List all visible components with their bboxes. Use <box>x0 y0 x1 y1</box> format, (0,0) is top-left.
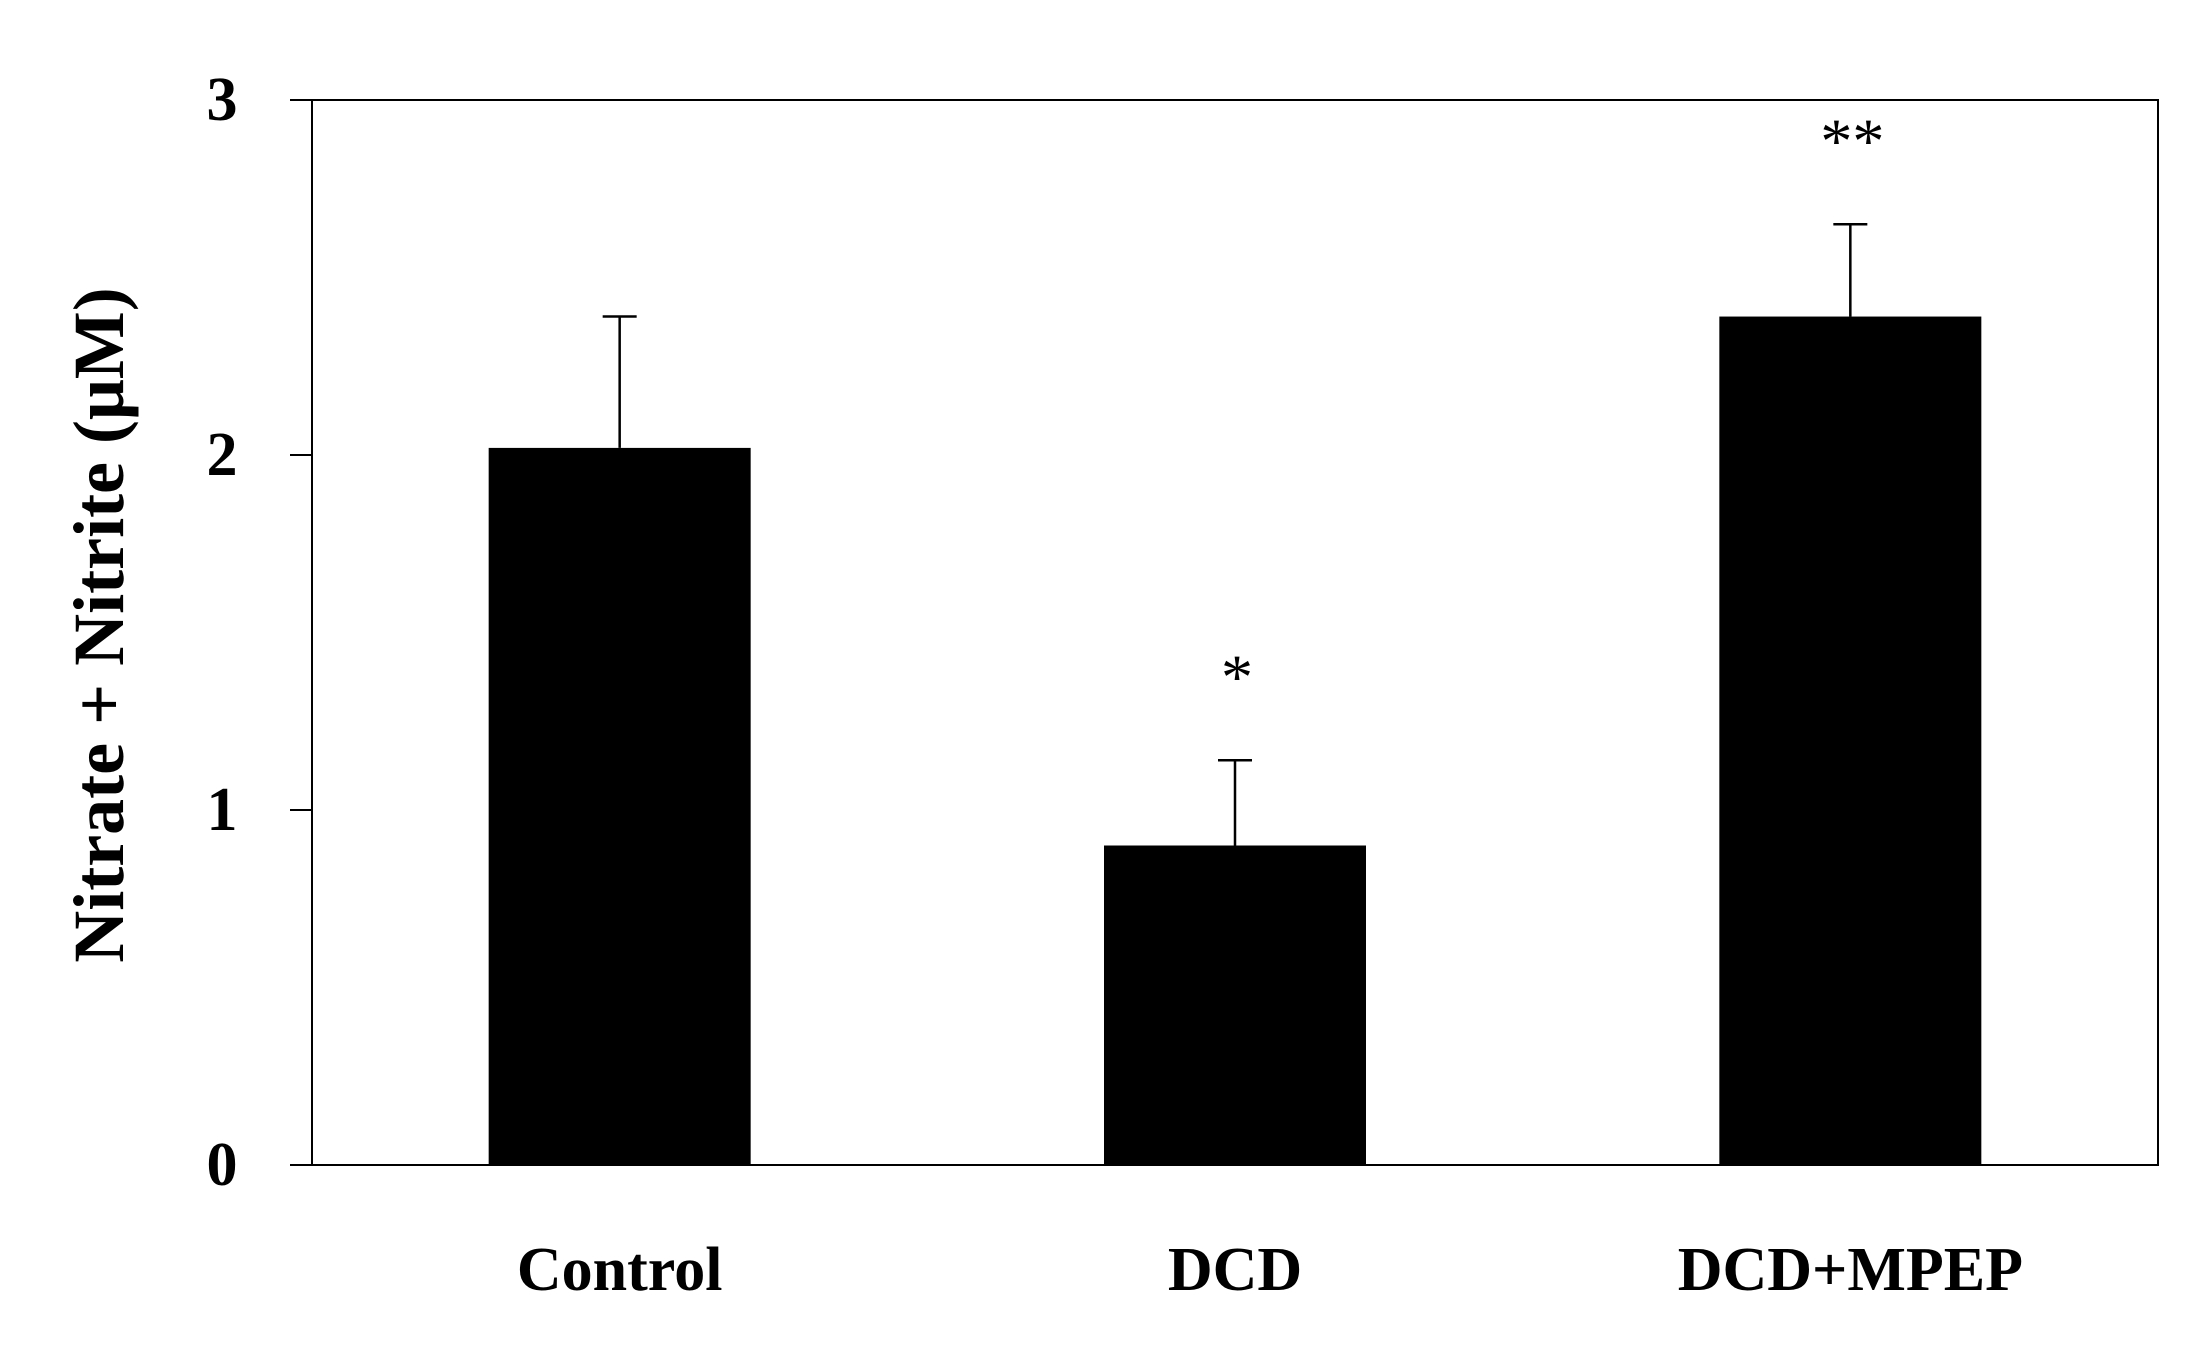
y-axis-title: Nitrate + Nitrite (μM) <box>59 287 139 963</box>
y-tick-label: 3 <box>207 66 238 134</box>
significance-annotation: ** <box>1820 105 1884 176</box>
y-tick-label: 0 <box>207 1131 238 1199</box>
x-category-label: DCD <box>1168 1236 1302 1304</box>
bar <box>488 447 751 1165</box>
x-category-label: DCD+MPEP <box>1678 1236 2023 1304</box>
significance-annotation: * <box>1221 641 1253 712</box>
x-category-label: Control <box>517 1236 723 1304</box>
y-tick-label: 2 <box>207 421 238 489</box>
bar <box>1104 845 1366 1165</box>
y-tick-label: 1 <box>207 776 238 844</box>
bar <box>1719 316 1982 1165</box>
